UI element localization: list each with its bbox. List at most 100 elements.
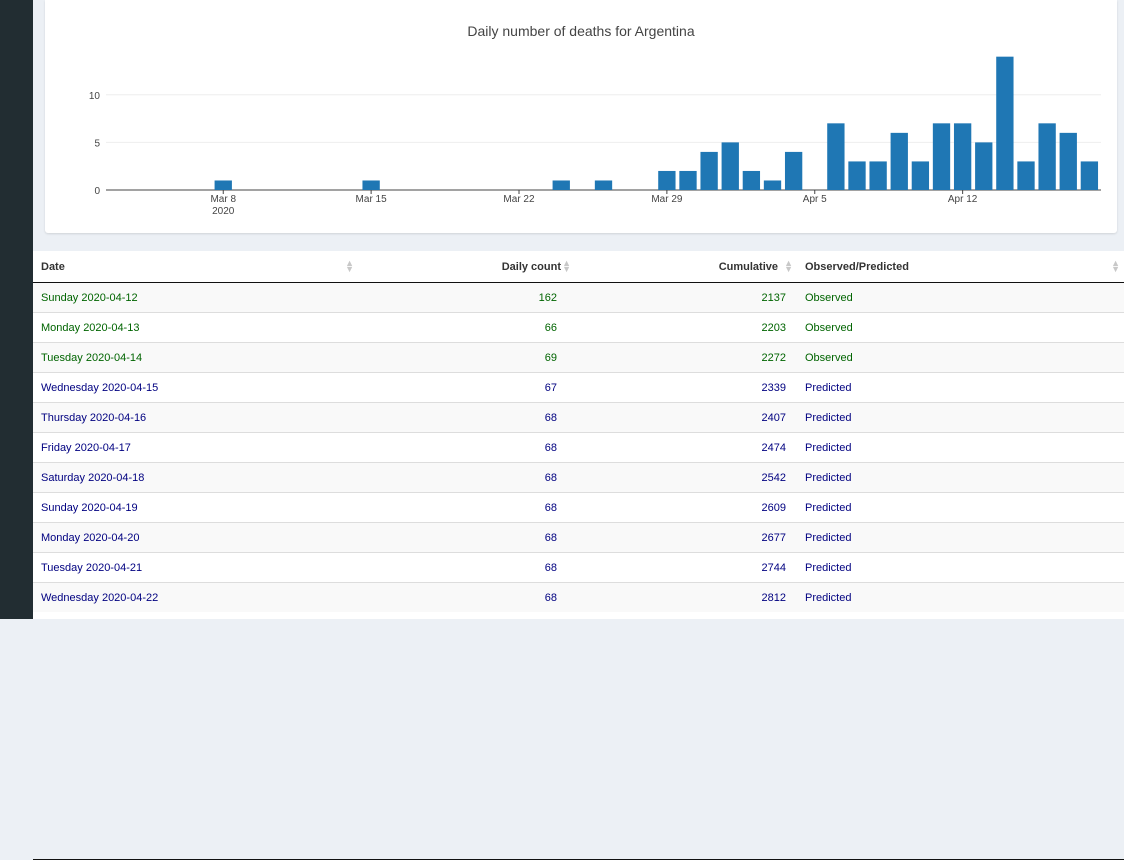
cell-daily-count: 68 xyxy=(358,462,575,493)
y-tick-label: 10 xyxy=(89,91,101,102)
cell-status: Predicted xyxy=(797,402,1124,433)
column-header-observed-predicted[interactable]: Observed/Predicted ▲ ▼ xyxy=(797,251,1124,283)
cell-date: Thursday 2020-04-16 xyxy=(33,402,358,433)
bar xyxy=(742,170,761,190)
cell-daily-count: 66 xyxy=(358,312,575,343)
cell-status: Predicted xyxy=(797,492,1124,523)
bar xyxy=(911,161,930,190)
bar xyxy=(996,56,1014,190)
table-row[interactable]: Tuesday 2020-04-14 69 2272 Observed xyxy=(33,342,1124,373)
table-row[interactable]: Friday 2020-04-17 68 2474 Predicted xyxy=(33,432,1124,463)
cell-date: Monday 2020-04-20 xyxy=(33,522,358,553)
bar xyxy=(827,123,845,190)
bar xyxy=(552,180,570,190)
bar xyxy=(362,180,380,190)
table-row[interactable]: Thursday 2020-04-16 68 2407 Predicted xyxy=(33,402,1124,433)
cell-date: Wednesday 2020-04-15 xyxy=(33,372,358,403)
x-tick-label: Apr 5 xyxy=(803,194,827,205)
cell-date: Tuesday 2020-04-14 xyxy=(33,342,358,373)
forecast-table-container: Date ▲ ▼ Daily count ▲ ▼ Cumulative ▲ ▼ Obs… xyxy=(33,251,1124,860)
cell-cumulative: 2407 xyxy=(575,402,797,433)
cell-date: Sunday 2020-04-12 xyxy=(33,282,358,313)
cell-status: Predicted xyxy=(797,432,1124,463)
sort-icon[interactable]: ▲ ▼ xyxy=(784,258,793,274)
table-row[interactable]: Saturday 2020-04-18 68 2542 Predicted xyxy=(33,462,1124,493)
bar xyxy=(932,123,951,190)
cell-date: Saturday 2020-04-18 xyxy=(33,462,358,493)
cell-cumulative: 2137 xyxy=(575,282,797,313)
x-tick-label: Apr 12 xyxy=(948,194,978,205)
cell-cumulative: 2474 xyxy=(575,432,797,463)
cell-cumulative: 2744 xyxy=(575,552,797,583)
y-tick-label: 0 xyxy=(94,186,100,197)
cell-cumulative: 2677 xyxy=(575,522,797,553)
bar xyxy=(1017,161,1035,190)
cell-status: Predicted xyxy=(797,372,1124,403)
column-header-cumulative[interactable]: Cumulative ▲ ▼ xyxy=(575,251,797,283)
sort-icon[interactable]: ▲ ▼ xyxy=(345,258,354,274)
x-tick-sublabel: 2020 xyxy=(212,206,235,217)
sidebar xyxy=(0,0,33,619)
bar xyxy=(763,180,782,190)
cell-date: Monday 2020-04-13 xyxy=(33,312,358,343)
chart-title: Daily number of deaths for Argentina xyxy=(467,23,694,39)
column-header-date[interactable]: Date ▲ ▼ xyxy=(33,251,358,283)
cell-daily-count: 68 xyxy=(358,492,575,523)
x-tick-label: Mar 22 xyxy=(503,194,535,205)
forecast-table: Date ▲ ▼ Daily count ▲ ▼ Cumulative ▲ ▼ Obs… xyxy=(33,251,1124,612)
bar xyxy=(721,142,739,190)
cell-date: Friday 2020-04-17 xyxy=(33,432,358,463)
bar xyxy=(869,161,887,190)
cell-daily-count: 68 xyxy=(358,432,575,463)
table-row[interactable]: Monday 2020-04-20 68 2677 Predicted xyxy=(33,522,1124,553)
cell-daily-count: 68 xyxy=(358,552,575,583)
cell-status: Predicted xyxy=(797,582,1124,612)
cell-daily-count: 68 xyxy=(358,582,575,612)
cell-daily-count: 68 xyxy=(358,402,575,433)
table-row[interactable]: Sunday 2020-04-19 68 2609 Predicted xyxy=(33,492,1124,523)
x-tick-label: Mar 8 xyxy=(210,194,236,205)
cell-cumulative: 2542 xyxy=(575,462,797,493)
column-header-label: Daily count xyxy=(501,260,561,273)
cell-date: Tuesday 2020-04-21 xyxy=(33,552,358,583)
bar xyxy=(784,151,803,190)
cell-cumulative: 2812 xyxy=(575,582,797,612)
column-header-label: Cumulative xyxy=(718,260,778,273)
cell-daily-count: 68 xyxy=(358,522,575,553)
cell-status: Observed xyxy=(797,312,1124,343)
table-header-row: Date ▲ ▼ Daily count ▲ ▼ Cumulative ▲ ▼ Obs… xyxy=(33,251,1124,283)
table-row[interactable]: Monday 2020-04-13 66 2203 Observed xyxy=(33,312,1124,343)
cell-cumulative: 2203 xyxy=(575,312,797,343)
bar xyxy=(1080,161,1099,190)
bar xyxy=(658,170,676,190)
cell-cumulative: 2272 xyxy=(575,342,797,373)
cell-daily-count: 162 xyxy=(358,282,575,313)
bar xyxy=(890,132,908,190)
bar xyxy=(848,161,866,190)
cell-daily-count: 67 xyxy=(358,372,575,403)
bar xyxy=(1038,123,1056,190)
cell-status: Observed xyxy=(797,282,1124,313)
bar xyxy=(679,170,697,190)
cell-cumulative: 2339 xyxy=(575,372,797,403)
table-row[interactable]: Wednesday 2020-04-15 67 2339 Predicted xyxy=(33,372,1124,403)
table-row[interactable]: Tuesday 2020-04-21 68 2744 Predicted xyxy=(33,552,1124,583)
x-tick-label: Mar 29 xyxy=(651,194,683,205)
cell-date: Wednesday 2020-04-22 xyxy=(33,582,358,612)
x-tick-label: Mar 15 xyxy=(356,194,388,205)
column-header-daily-count[interactable]: Daily count ▲ ▼ xyxy=(358,251,575,283)
cell-status: Observed xyxy=(797,342,1124,373)
cell-cumulative: 2609 xyxy=(575,492,797,523)
bar xyxy=(1059,132,1077,190)
column-header-label: Observed/Predicted xyxy=(805,260,909,273)
table-row[interactable]: Sunday 2020-04-12 162 2137 Observed xyxy=(33,282,1124,313)
bar xyxy=(594,180,613,190)
sort-icon[interactable]: ▲ ▼ xyxy=(1111,258,1120,274)
bar xyxy=(700,151,718,190)
cell-daily-count: 69 xyxy=(358,342,575,373)
bar xyxy=(214,180,232,190)
column-header-label: Date xyxy=(41,260,65,273)
table-row[interactable]: Wednesday 2020-04-22 68 2812 Predicted xyxy=(33,582,1124,612)
cell-status: Predicted xyxy=(797,522,1124,553)
sort-icon[interactable]: ▲ ▼ xyxy=(562,258,571,274)
